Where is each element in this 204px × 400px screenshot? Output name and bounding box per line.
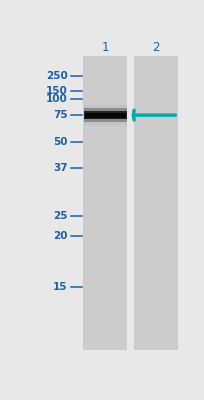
Text: 250: 250 [46, 71, 67, 81]
Text: 2: 2 [151, 41, 159, 54]
Bar [83, 111, 127, 119]
Text: 50: 50 [53, 137, 67, 147]
Text: 1: 1 [101, 41, 108, 54]
Bar [133, 56, 177, 350]
Text: 15: 15 [53, 282, 67, 292]
Text: 20: 20 [53, 231, 67, 241]
Text: 37: 37 [53, 163, 67, 173]
Text: 75: 75 [53, 110, 67, 120]
Bar [83, 108, 127, 122]
Bar [83, 105, 127, 125]
Bar [82, 56, 127, 350]
Text: 25: 25 [53, 211, 67, 221]
Text: 150: 150 [46, 86, 67, 96]
Text: 100: 100 [46, 94, 67, 104]
Bar [85, 113, 125, 118]
